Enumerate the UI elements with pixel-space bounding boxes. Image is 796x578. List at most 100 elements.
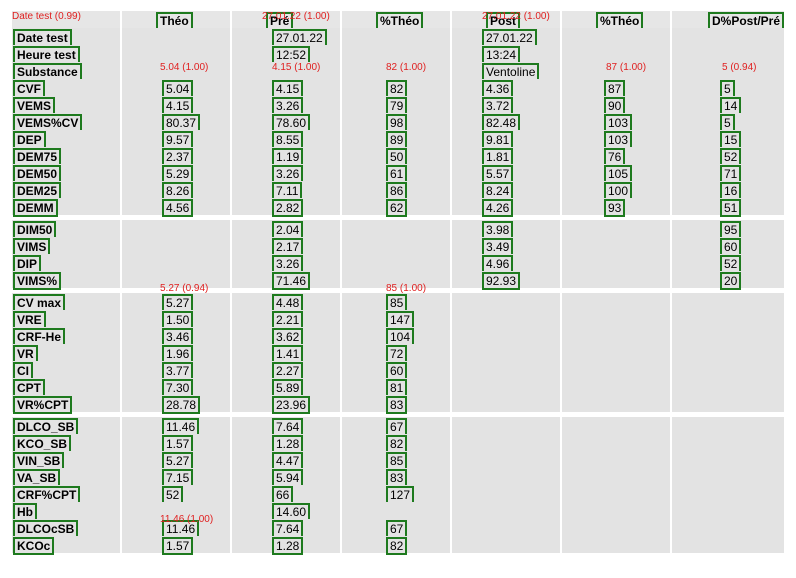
value-cell	[122, 198, 230, 215]
value-cell	[672, 485, 784, 502]
ocr-annotation: 87 (1.00)	[606, 62, 647, 73]
label-cell	[12, 536, 120, 553]
value-cell	[232, 378, 340, 395]
value-cell	[122, 361, 230, 378]
header-cell	[452, 11, 560, 28]
value-cell	[562, 79, 670, 96]
value-cell	[342, 378, 450, 395]
value-cell	[672, 536, 784, 553]
value-cell	[562, 434, 670, 451]
value-cell	[452, 130, 560, 147]
value-cell	[342, 198, 450, 215]
value-cell	[562, 378, 670, 395]
value-cell	[342, 344, 450, 361]
value-cell	[562, 220, 670, 237]
label-cell	[12, 327, 120, 344]
value-cell	[452, 254, 560, 271]
table-row: DIM50 2.04 3.98 95	[0, 220, 796, 239]
value-cell	[342, 327, 450, 344]
value-cell	[342, 220, 450, 237]
value-cell	[562, 198, 670, 215]
table-row: VRE 1.50 2.21 147	[0, 310, 796, 329]
value-cell	[672, 28, 784, 45]
value-cell	[122, 327, 230, 344]
table-row: DLCOcSB 11.46 7.64 67	[0, 519, 796, 538]
label-cell	[12, 79, 120, 96]
value-cell	[232, 361, 340, 378]
value-cell	[452, 519, 560, 536]
row-label: VR%CPT	[13, 396, 73, 414]
table-row: DEM25 8.26 7.11 86 8.24 100 16	[0, 181, 796, 200]
value-cell	[452, 451, 560, 468]
value-cell	[562, 502, 670, 519]
value-cell	[562, 361, 670, 378]
value-cell	[232, 327, 340, 344]
value-cell	[562, 45, 670, 62]
table-row: DEM50 5.29 3.26 61 5.57 105 71	[0, 164, 796, 183]
value-cell	[122, 181, 230, 198]
value-cell	[452, 434, 560, 451]
value-cell	[122, 485, 230, 502]
table-row: DEP 9.57 8.55 89 9.81 103 15	[0, 130, 796, 149]
value-cell	[232, 28, 340, 45]
table-row: CRF%CPT 52 66 127	[0, 485, 796, 504]
value-cell	[562, 327, 670, 344]
label-cell	[12, 361, 120, 378]
cell-value: 51	[720, 199, 742, 217]
label-cell	[12, 254, 120, 271]
value-cell	[232, 271, 340, 288]
label-cell	[12, 130, 120, 147]
row-label: VIMS%	[13, 272, 62, 290]
label-cell	[12, 237, 120, 254]
value-cell	[452, 237, 560, 254]
value-cell	[562, 310, 670, 327]
value-cell	[562, 271, 670, 288]
value-cell	[232, 519, 340, 536]
value-cell	[672, 310, 784, 327]
value-cell	[562, 344, 670, 361]
table-row: Date test 27.01.22 27.01.22	[0, 28, 796, 47]
value-cell	[122, 28, 230, 45]
table-row: DEM75 2.37 1.19 50 1.81 76 52	[0, 147, 796, 166]
value-cell	[452, 378, 560, 395]
label-cell	[12, 468, 120, 485]
value-cell	[122, 344, 230, 361]
value-cell	[452, 395, 560, 412]
table-row: VIN_SB 5.27 4.47 85	[0, 451, 796, 470]
value-cell	[672, 451, 784, 468]
label-cell	[12, 485, 120, 502]
value-cell	[452, 96, 560, 113]
label-cell	[12, 45, 120, 62]
value-cell	[232, 468, 340, 485]
label-cell	[12, 62, 120, 79]
value-cell	[122, 220, 230, 237]
value-cell	[342, 434, 450, 451]
ocr-annotation: 82 (1.00)	[386, 62, 427, 73]
value-cell	[342, 361, 450, 378]
value-cell	[672, 361, 784, 378]
value-cell	[232, 344, 340, 361]
label-cell	[12, 310, 120, 327]
value-cell	[232, 147, 340, 164]
ocr-annotation: 4.15 (1.00)	[272, 62, 321, 73]
value-cell	[122, 254, 230, 271]
value-cell	[342, 45, 450, 62]
value-cell	[232, 62, 340, 79]
cell-value: 93	[604, 199, 626, 217]
value-cell	[672, 519, 784, 536]
table-row: DLCO_SB 11.46 7.64 67	[0, 417, 796, 436]
value-cell	[122, 468, 230, 485]
value-cell	[562, 237, 670, 254]
table-row: DIP 3.26 4.96 52	[0, 254, 796, 273]
value-cell	[452, 271, 560, 288]
value-cell	[672, 147, 784, 164]
value-cell	[672, 130, 784, 147]
value-cell	[122, 147, 230, 164]
cell-value: 28.78	[162, 396, 201, 414]
value-cell	[342, 502, 450, 519]
value-cell	[122, 519, 230, 536]
value-cell	[672, 113, 784, 130]
value-cell	[452, 181, 560, 198]
cell-value: 20	[720, 272, 742, 290]
cell-value: 1.57	[162, 537, 194, 555]
